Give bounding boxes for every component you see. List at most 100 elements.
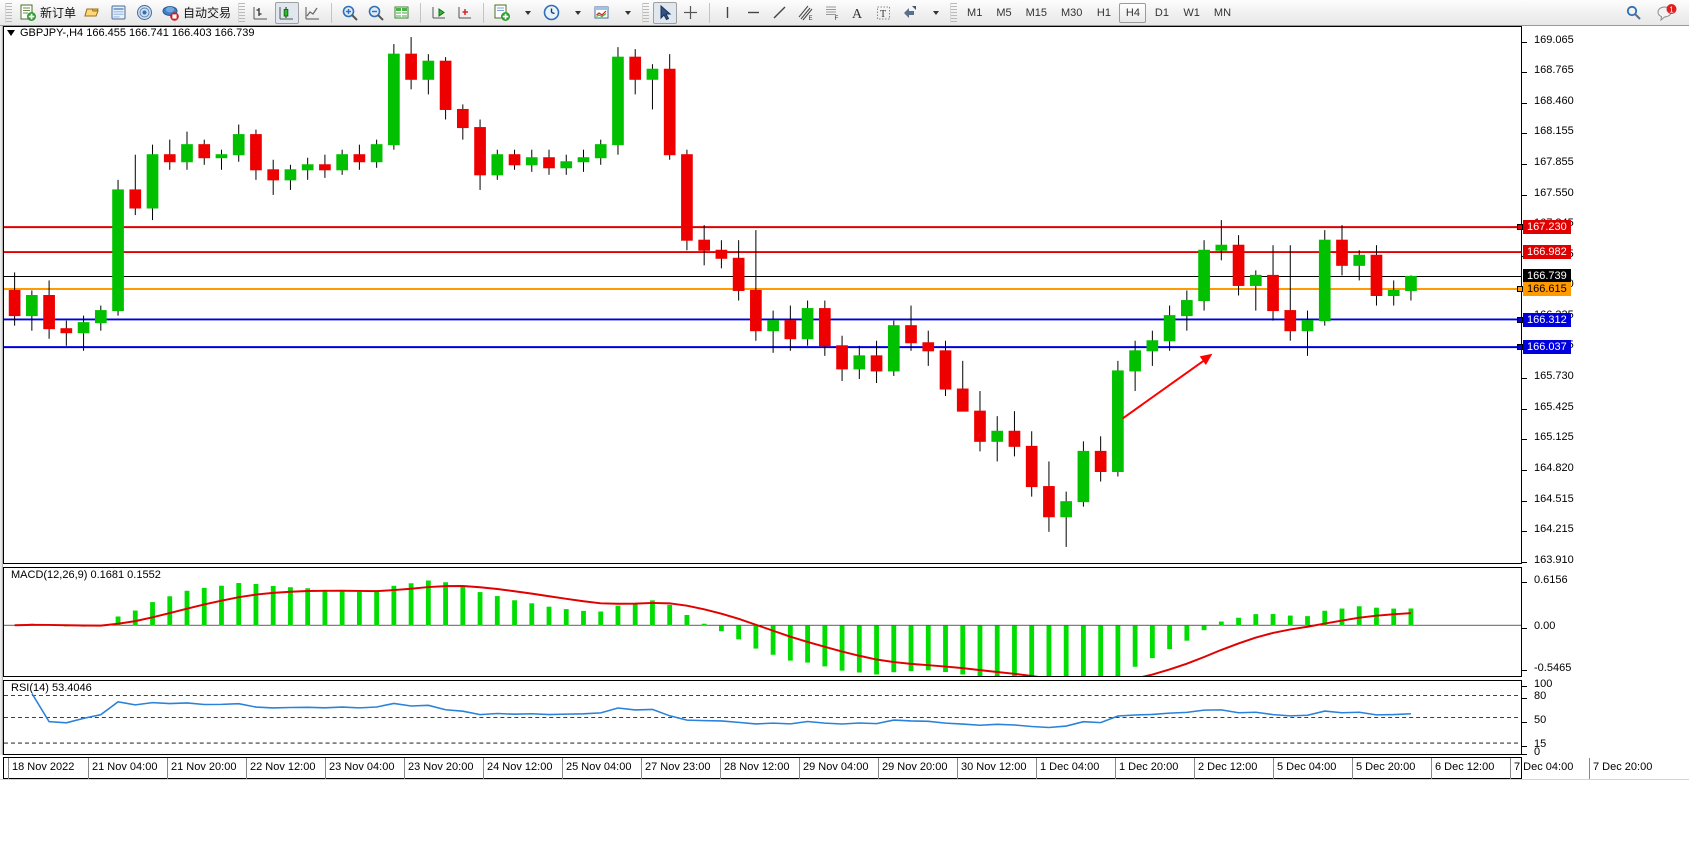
bottom-filler xyxy=(0,780,1689,861)
chevron-down-icon xyxy=(575,10,582,15)
timeframe-mn[interactable]: MN xyxy=(1213,6,1232,19)
candle-body xyxy=(801,308,814,340)
level-drag-handle[interactable] xyxy=(1517,223,1523,230)
candle-body xyxy=(594,144,607,159)
price-tick-label: 163.910 xyxy=(1534,553,1574,566)
time-tick: 5 Dec 20:00 xyxy=(1352,758,1415,779)
chart-collapse-icon[interactable] xyxy=(7,30,15,36)
price-level-badge[interactable]: 166.037 xyxy=(1517,340,1571,355)
time-tick: 7 Dec 04:00 xyxy=(1510,758,1573,779)
crosshair-tool-button[interactable] xyxy=(679,2,703,24)
candle-body xyxy=(1370,254,1383,297)
zoom-out-button[interactable] xyxy=(364,2,388,24)
chevron-down-icon xyxy=(525,10,532,15)
price-tick-label: 168.765 xyxy=(1534,63,1574,76)
data-window-button[interactable] xyxy=(390,2,414,24)
candle-body xyxy=(8,289,21,317)
candle-body xyxy=(508,154,521,166)
line-chart-button[interactable] xyxy=(301,2,325,24)
candle-body xyxy=(43,295,55,330)
auto-trading-button[interactable]: 自动交易 xyxy=(159,2,234,24)
vertical-line-button[interactable] xyxy=(716,2,740,24)
level-drag-handle[interactable] xyxy=(1517,285,1523,292)
time-tick: 21 Nov 04:00 xyxy=(88,758,157,779)
signals-button[interactable] xyxy=(133,2,157,24)
time-tick: 22 Nov 12:00 xyxy=(246,758,315,779)
text-tool-button[interactable]: A xyxy=(846,2,870,24)
fibonacci-button[interactable]: F xyxy=(820,2,844,24)
candle-body xyxy=(1163,315,1176,342)
arrows-dropdown[interactable] xyxy=(924,2,946,24)
candle-body xyxy=(922,342,935,352)
notification-count: 1 xyxy=(1669,5,1674,14)
arrows-tool-button[interactable] xyxy=(898,2,922,24)
timeframe-m5[interactable]: M5 xyxy=(996,6,1012,19)
template-icon xyxy=(593,4,611,22)
candle-body xyxy=(905,325,917,344)
timeframe-d1[interactable]: D1 xyxy=(1154,6,1169,19)
chart-shift-button[interactable] xyxy=(453,2,477,24)
candle-body xyxy=(629,56,642,80)
cursor-tool-button[interactable] xyxy=(653,1,678,24)
notifications-button[interactable]: 1 xyxy=(1653,2,1681,24)
period-dropdown[interactable] xyxy=(566,2,588,24)
price-tick-label: 167.550 xyxy=(1534,186,1574,199)
level-drag-handle[interactable] xyxy=(1517,316,1523,323)
equidistant-channel-button[interactable]: E xyxy=(794,2,818,24)
candlestick-chart-button[interactable] xyxy=(275,1,300,24)
period-button[interactable] xyxy=(540,2,564,24)
timeframe-h1[interactable]: H1 xyxy=(1096,6,1111,19)
trend-line-button[interactable] xyxy=(768,2,792,24)
candle-body xyxy=(784,320,797,340)
zoom-in-button[interactable] xyxy=(338,2,362,24)
chart-area[interactable]: GBPJPY-,H4 166.455 166.741 166.403 166.7… xyxy=(0,26,1689,861)
candle-body xyxy=(818,308,831,347)
timeframe-m15[interactable]: M15 xyxy=(1025,6,1047,19)
indicators-dropdown[interactable] xyxy=(516,2,538,24)
text-icon: A xyxy=(849,4,867,22)
toolbar-separator-7 xyxy=(950,2,958,23)
toolbar-separator-3 xyxy=(420,2,422,23)
timeframe-group: M1 M5 M15 M30 H1 H4 D1 W1 MN xyxy=(960,2,1238,23)
price-level-badge[interactable]: 166.312 xyxy=(1517,312,1571,327)
candle-body xyxy=(1318,239,1331,322)
macd-tick-label: 0.6156 xyxy=(1534,574,1568,586)
price-candles-canvas xyxy=(4,37,1521,547)
history-data-button[interactable] xyxy=(81,2,105,24)
timeframe-h4[interactable]: H4 xyxy=(1119,2,1147,23)
price-pane[interactable] xyxy=(3,26,1522,564)
timeframe-m30[interactable]: M30 xyxy=(1061,6,1083,19)
new-order-button[interactable]: 新订单 xyxy=(16,2,79,24)
svg-text:E: E xyxy=(809,16,813,22)
time-scale[interactable]: 18 Nov 2022 21 Nov 04:00 21 Nov 20:00 22 No… xyxy=(3,757,1652,779)
timeframe-m1[interactable]: M1 xyxy=(967,6,983,19)
price-level-badge[interactable]: 166.615 xyxy=(1517,281,1571,296)
templates-button[interactable] xyxy=(590,2,614,24)
candle-body xyxy=(1112,370,1124,472)
templates-dropdown[interactable] xyxy=(616,2,638,24)
timeframe-w1[interactable]: W1 xyxy=(1183,6,1200,19)
pane-resize-handle[interactable] xyxy=(0,26,3,755)
rsi-pane[interactable]: RSI(14) 53.4046 xyxy=(3,680,1522,755)
market-watch-button[interactable] xyxy=(107,2,131,24)
horizontal-line-button[interactable] xyxy=(742,2,766,24)
price-level-badge[interactable]: 166.739 xyxy=(1523,269,1571,284)
toolbar-grip[interactable] xyxy=(5,2,12,23)
macd-scale[interactable]: 0.6156 0.00 -0.5465 xyxy=(1522,567,1689,677)
level-drag-handle[interactable] xyxy=(1517,344,1523,351)
search-button[interactable] xyxy=(1622,2,1646,24)
candle-body xyxy=(232,134,245,156)
trend-arrow-annotation[interactable] xyxy=(1121,353,1213,420)
vertical-line-icon xyxy=(719,4,737,22)
rsi-scale[interactable]: 100 80 50 15 0 xyxy=(1522,678,1689,758)
text-label-button[interactable]: T xyxy=(872,2,896,24)
price-level-badge[interactable]: 166.982 xyxy=(1523,244,1571,259)
candle-body xyxy=(491,154,504,176)
bar-chart-button[interactable] xyxy=(249,2,273,24)
macd-pane[interactable]: MACD(12,26,9) 0.1681 0.1552 xyxy=(3,567,1522,677)
indicators-button[interactable] xyxy=(490,2,514,24)
candle-body xyxy=(181,144,193,163)
auto-scroll-button[interactable] xyxy=(427,2,451,24)
time-tick: 6 Dec 12:00 xyxy=(1431,758,1494,779)
price-level-badge[interactable]: 167.230 xyxy=(1517,219,1571,234)
